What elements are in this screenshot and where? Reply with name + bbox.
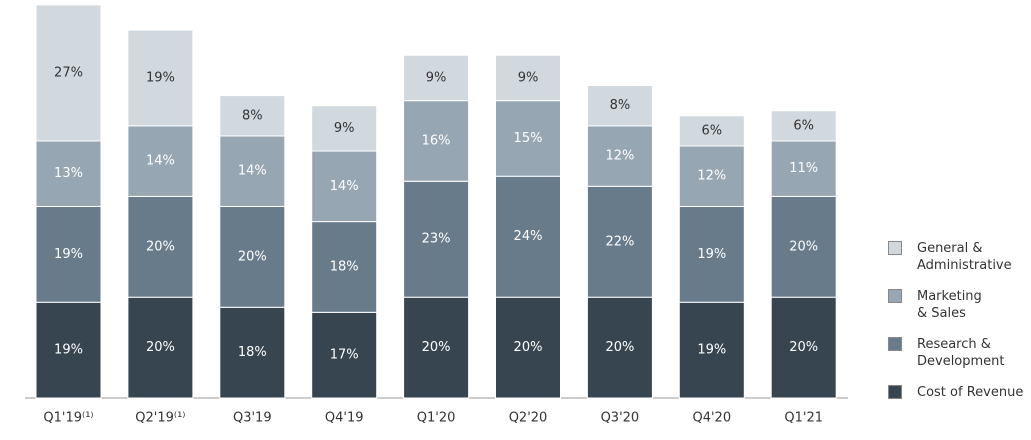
bar-segment bbox=[586, 125, 653, 187]
value-label: 6% bbox=[793, 118, 814, 133]
value-label: 9% bbox=[518, 70, 539, 85]
value-label: 17% bbox=[330, 348, 359, 363]
value-label: 18% bbox=[330, 259, 359, 274]
value-label: 16% bbox=[422, 133, 451, 148]
bar-segment bbox=[495, 296, 561, 399]
value-label: 20% bbox=[422, 340, 451, 355]
value-label: 14% bbox=[238, 164, 267, 179]
x-tick-label: Q4'20 bbox=[692, 411, 731, 426]
value-label: 23% bbox=[422, 232, 451, 247]
legend-swatch bbox=[888, 385, 902, 399]
value-label: 20% bbox=[146, 239, 175, 254]
x-tick-label: Q2'19⁽¹⁾ bbox=[135, 411, 185, 426]
value-label: 20% bbox=[789, 340, 818, 355]
value-label: 24% bbox=[514, 229, 543, 244]
bar-segment bbox=[403, 180, 470, 298]
legend-label: General & Administrative bbox=[917, 241, 1012, 273]
x-tick-label: Q1'19⁽¹⁾ bbox=[43, 411, 93, 426]
value-label: 19% bbox=[146, 70, 175, 85]
bar-segment bbox=[495, 100, 561, 177]
bar-segment bbox=[35, 301, 102, 399]
bar-segment bbox=[219, 95, 286, 137]
bar-segment bbox=[678, 205, 745, 303]
value-label: 20% bbox=[514, 340, 543, 355]
value-label: 18% bbox=[238, 345, 267, 360]
value-label: 8% bbox=[242, 108, 263, 123]
x-tick-label: Q1'20 bbox=[417, 411, 456, 426]
value-label: 20% bbox=[238, 249, 267, 264]
value-label: 9% bbox=[334, 121, 355, 136]
bar-segment bbox=[586, 296, 653, 399]
bar-segment bbox=[678, 115, 745, 147]
bar-segment bbox=[495, 175, 561, 298]
x-tick-label: Q2'20 bbox=[509, 411, 548, 426]
bar-segment bbox=[586, 185, 653, 298]
bar-segment bbox=[35, 205, 102, 303]
value-label: 13% bbox=[54, 166, 83, 181]
value-label: 19% bbox=[697, 343, 726, 358]
value-label: 20% bbox=[146, 340, 175, 355]
bar-segment bbox=[770, 140, 837, 197]
value-label: 19% bbox=[54, 343, 83, 358]
bar-segment bbox=[35, 4, 102, 142]
legend-swatch bbox=[888, 289, 902, 303]
bar-segment bbox=[219, 205, 286, 308]
bar-segment bbox=[311, 105, 378, 152]
bar-segment bbox=[127, 296, 194, 399]
bar-segment bbox=[770, 110, 837, 142]
x-tick-label: Q3'20 bbox=[601, 411, 640, 426]
value-label: 19% bbox=[697, 247, 726, 262]
x-tick-label: Q4'19 bbox=[325, 411, 364, 426]
x-tick-label: Q3'19 bbox=[233, 411, 272, 426]
bar-segment bbox=[403, 54, 470, 102]
x-tick-label: Q1'21 bbox=[784, 411, 823, 426]
value-label: 14% bbox=[330, 179, 359, 194]
bar-segment bbox=[586, 85, 653, 127]
bar-segment bbox=[219, 306, 286, 399]
value-label: 20% bbox=[605, 340, 634, 355]
value-label: 9% bbox=[426, 70, 447, 85]
legend-swatch bbox=[888, 241, 902, 255]
value-label: 15% bbox=[514, 131, 543, 146]
bar-segment bbox=[127, 195, 194, 298]
value-label: 19% bbox=[54, 247, 83, 262]
bar-segment bbox=[219, 135, 286, 207]
bar-segment bbox=[311, 311, 378, 399]
value-label: 6% bbox=[701, 123, 722, 138]
bar-segment bbox=[403, 100, 470, 182]
legend-label: Marketing & Sales bbox=[917, 289, 982, 321]
value-label: 8% bbox=[610, 98, 631, 113]
legend-label: Cost of Revenue bbox=[917, 385, 1024, 400]
value-label: 11% bbox=[789, 161, 818, 176]
value-label: 12% bbox=[697, 169, 726, 184]
value-label: 27% bbox=[54, 65, 83, 80]
value-label: 12% bbox=[605, 149, 634, 164]
bar-segment bbox=[678, 145, 745, 207]
value-label: 14% bbox=[146, 154, 175, 169]
bar-segment bbox=[678, 301, 745, 399]
bar-segment bbox=[127, 125, 194, 197]
legend-label: Research & Development bbox=[917, 337, 1005, 369]
bar-segment bbox=[127, 29, 194, 127]
bar-segment bbox=[495, 54, 561, 102]
bar-segment bbox=[311, 221, 378, 313]
bar-segment bbox=[311, 150, 378, 223]
legend-swatch bbox=[888, 337, 902, 351]
bar-segment bbox=[403, 296, 470, 399]
value-label: 22% bbox=[605, 234, 634, 249]
value-label: 20% bbox=[789, 239, 818, 254]
